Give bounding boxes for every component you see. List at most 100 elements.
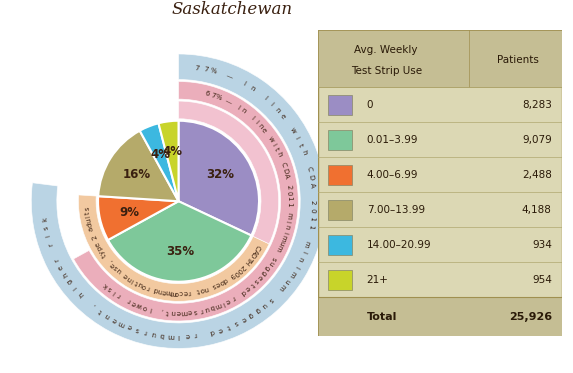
Text: 7.00–13.99: 7.00–13.99 [367,205,425,215]
Text: t: t [85,211,91,214]
Text: d: d [209,328,215,335]
Wedge shape [79,195,269,301]
Text: s: s [107,285,113,292]
Text: 954: 954 [532,275,552,285]
Text: 32%: 32% [207,168,235,181]
Text: 7: 7 [195,65,200,71]
Text: A: A [283,173,290,179]
Bar [328,235,352,255]
Text: m: m [117,319,126,327]
Text: t: t [166,308,169,315]
Text: t: t [297,142,304,147]
Bar [318,30,562,87]
Text: 8,283: 8,283 [522,100,552,110]
Text: s: s [253,277,259,284]
Text: 0: 0 [367,100,373,110]
Text: 2: 2 [285,185,292,190]
Text: 6: 6 [205,91,210,98]
Text: a: a [88,226,95,232]
Text: d: d [240,288,246,295]
Text: i: i [269,101,274,107]
Text: s: s [44,225,50,230]
Text: 2: 2 [91,233,98,240]
Text: g: g [264,264,271,272]
Text: u: u [86,218,93,223]
Text: u: u [137,280,144,288]
Text: 0: 0 [286,191,292,195]
Text: r: r [146,284,150,291]
Text: r: r [48,242,54,246]
Text: e: e [57,264,65,270]
Text: u: u [115,267,123,274]
Text: u: u [284,277,291,284]
Text: 2: 2 [238,263,245,271]
Text: Saskatchewan: Saskatchewan [172,1,293,18]
Text: i: i [253,119,259,125]
Text: i: i [178,333,180,339]
Text: %: % [210,68,218,75]
Bar [328,200,352,220]
Text: i: i [112,289,117,295]
Text: I: I [236,105,241,111]
Text: i: i [73,285,79,291]
Text: e: e [111,316,117,323]
Text: ,: , [107,259,113,264]
Text: m: m [214,301,222,309]
Text: t: t [97,307,103,314]
Text: o: o [141,282,147,289]
Text: w: w [266,135,275,144]
Text: t: t [226,323,230,329]
Text: k: k [102,281,109,288]
Text: u: u [204,305,210,312]
Text: t: t [273,147,280,152]
Text: e: e [214,280,221,287]
Text: t: t [101,252,108,258]
Text: h: h [276,151,283,158]
Text: r: r [143,328,148,335]
Text: 7: 7 [210,92,216,99]
Text: n: n [248,85,256,92]
Text: ,: , [160,308,163,314]
Text: 21+: 21+ [367,275,388,285]
Text: t: t [134,279,139,286]
Wedge shape [159,121,179,201]
Text: e: e [260,127,268,134]
Text: t: t [196,287,200,294]
Text: n: n [283,224,290,230]
Text: A: A [309,182,315,188]
Text: b: b [209,303,215,310]
Text: r: r [127,297,132,304]
Text: C: C [280,162,287,168]
Text: 0: 0 [235,266,242,273]
Text: r: r [116,292,122,298]
Text: o: o [218,278,225,285]
Text: D: D [307,174,314,180]
Text: s: s [135,326,140,333]
Text: 934: 934 [532,240,552,250]
Text: n: n [158,287,163,294]
Text: m: m [285,212,292,219]
Wedge shape [73,81,299,321]
Text: e: e [183,289,188,295]
Text: ,: , [91,303,96,308]
Text: l: l [249,115,255,121]
Text: 1: 1 [307,224,314,230]
Text: d: d [153,286,159,293]
Text: w: w [289,126,297,134]
Text: 9,079: 9,079 [522,135,552,145]
Bar [328,95,352,115]
Text: e: e [131,299,138,307]
Text: 1: 1 [286,202,292,207]
Text: e: e [256,273,264,280]
Text: e: e [127,323,133,330]
Wedge shape [32,54,326,348]
Text: e: e [244,285,251,292]
Text: 25,926: 25,926 [509,311,552,322]
Text: h: h [77,290,85,298]
Text: 4.00–6.99: 4.00–6.99 [367,170,418,180]
Text: d: d [87,222,94,228]
Text: n: n [240,107,247,115]
Text: n: n [257,122,264,130]
Text: m: m [303,239,310,247]
Text: c: c [179,289,183,295]
